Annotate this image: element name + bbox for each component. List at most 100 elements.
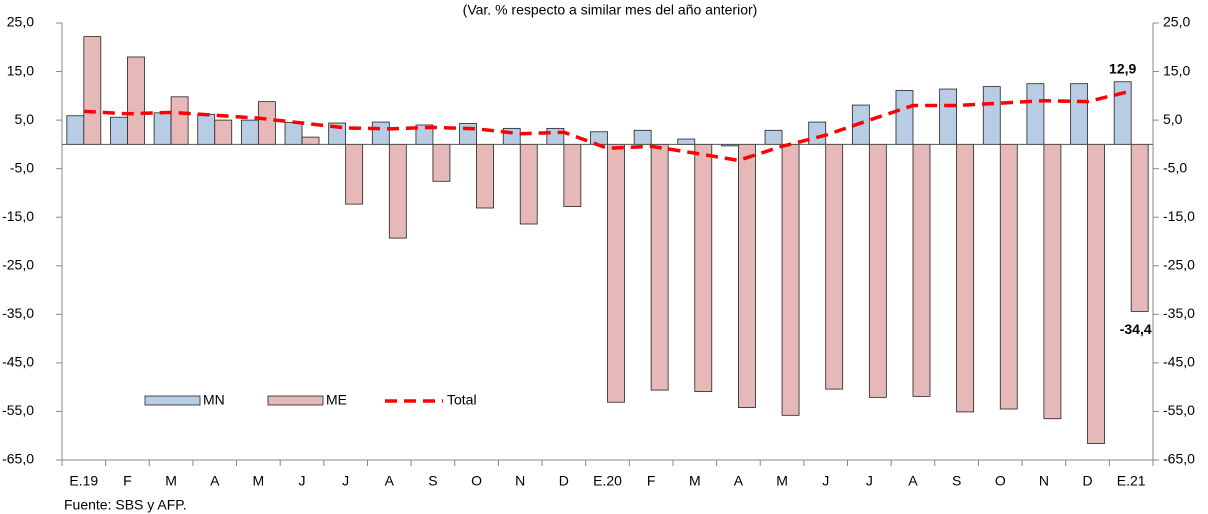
bar	[153, 112, 172, 145]
y2-tick-label: -35,0	[1163, 305, 1195, 321]
bar	[301, 136, 320, 145]
bar	[1130, 143, 1149, 312]
bar	[939, 88, 958, 145]
bar	[459, 123, 477, 145]
bar	[1087, 143, 1105, 444]
x-tick-label: D	[1082, 473, 1092, 489]
bar	[633, 129, 652, 145]
y-tick-label: -45,0	[2, 354, 34, 370]
x-tick-label: A	[734, 473, 744, 489]
x-tick-label: A	[908, 473, 918, 489]
data-label: 12,9	[1109, 60, 1136, 76]
line-series	[83, 89, 1132, 163]
x-tick-label: M	[689, 473, 701, 489]
x-tick-label: F	[647, 473, 656, 489]
x-tick-label: J	[342, 473, 349, 489]
legend-label: ME	[326, 392, 347, 408]
bar	[694, 143, 713, 392]
x-tick-label: M	[253, 473, 265, 489]
x-tick-label: D	[559, 473, 569, 489]
bar	[170, 96, 189, 145]
bar	[345, 143, 364, 205]
bar	[999, 143, 1018, 410]
bar	[895, 90, 914, 145]
y2-tick-label: -65,0	[1163, 451, 1195, 467]
bar	[214, 119, 233, 145]
x-tick-label: A	[385, 473, 395, 489]
x-tick-label: N	[1039, 473, 1049, 489]
y-tick-label: -5,0	[10, 159, 34, 175]
bar	[982, 86, 1001, 145]
y2-tick-label: -25,0	[1163, 256, 1195, 272]
y2-tick-label: 15,0	[1163, 62, 1190, 78]
y-tick-label: -65,0	[2, 451, 34, 467]
y-tick-label: -35,0	[2, 305, 34, 321]
data-label: -34,4	[1120, 321, 1152, 337]
bar	[607, 143, 625, 403]
bar	[764, 129, 783, 145]
x-tick-label: J	[866, 473, 873, 489]
bar	[110, 116, 128, 145]
x-tick-label: J	[299, 473, 306, 489]
bar	[388, 143, 407, 239]
x-tick-label: O	[995, 473, 1006, 489]
y-tick-label: -25,0	[2, 256, 34, 272]
bar	[738, 143, 756, 408]
legend-swatch	[144, 395, 201, 406]
bar	[781, 143, 800, 416]
bar	[197, 113, 216, 145]
y2-tick-label: -45,0	[1163, 354, 1195, 370]
x-tick-label: N	[515, 473, 525, 489]
y2-tick-label: 25,0	[1163, 14, 1190, 30]
y-tick-label: 25,0	[7, 14, 34, 30]
bar	[66, 115, 85, 145]
x-tick-label: E.19	[69, 473, 98, 489]
x-tick-label: O	[471, 473, 482, 489]
bar	[83, 36, 102, 145]
bar	[650, 143, 669, 391]
y2-tick-label: -55,0	[1163, 402, 1195, 418]
x-tick-label: M	[165, 473, 177, 489]
bar	[590, 131, 608, 145]
x-tick-label: E.21	[1117, 473, 1146, 489]
bar	[912, 143, 931, 397]
bar	[808, 121, 827, 145]
chart-subtitle: (Var. % respecto a similar mes del año a…	[463, 2, 758, 18]
bar	[1070, 83, 1088, 145]
x-tick-label: J	[822, 473, 829, 489]
bar	[284, 122, 303, 145]
bar	[677, 138, 696, 145]
y-tick-label: 5,0	[15, 111, 35, 127]
bar	[956, 143, 975, 413]
x-tick-label: M	[776, 473, 788, 489]
x-tick-label: S	[428, 473, 437, 489]
legend-swatch	[267, 395, 324, 406]
y-tick-label: -55,0	[2, 402, 34, 418]
x-tick-label: E.20	[593, 473, 622, 489]
bar	[127, 56, 145, 145]
y2-tick-label: 5,0	[1163, 111, 1183, 127]
bar	[868, 143, 887, 398]
bar	[1043, 143, 1062, 420]
bar	[519, 143, 538, 225]
bar	[1113, 81, 1132, 145]
y-tick-label: 15,0	[7, 62, 34, 78]
bar	[476, 143, 494, 209]
x-tick-label: S	[952, 473, 961, 489]
x-tick-label: F	[123, 473, 132, 489]
bar	[825, 143, 844, 390]
legend-label: Total	[447, 392, 477, 408]
y-tick-label: -15,0	[2, 208, 34, 224]
bar	[563, 143, 582, 207]
y2-tick-label: -5,0	[1163, 159, 1187, 175]
legend-label: MN	[203, 392, 225, 408]
x-tick-label: A	[210, 473, 220, 489]
bar	[257, 101, 276, 145]
bar	[371, 121, 390, 145]
y2-tick-label: -15,0	[1163, 208, 1195, 224]
bar	[1026, 83, 1045, 145]
bar	[432, 143, 451, 182]
bar	[240, 119, 259, 145]
source-note: Fuente: SBS y AFP.	[64, 497, 187, 513]
